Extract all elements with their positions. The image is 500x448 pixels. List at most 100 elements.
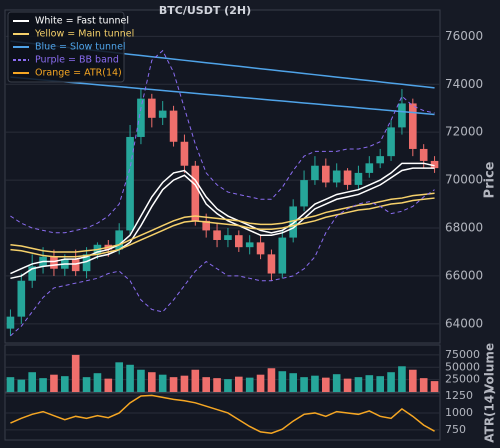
series-line <box>10 49 435 234</box>
legend: White = Fast tunnel Yellow = Main tunnel B… <box>7 11 134 83</box>
volume-bar <box>419 378 428 392</box>
volume-bar <box>278 371 287 392</box>
volume-bar <box>365 375 374 392</box>
y-tick-label: 750 <box>445 423 466 436</box>
y-tick-label: 70000 <box>445 173 483 187</box>
volume-bar <box>93 373 102 392</box>
volume-bar <box>289 373 297 392</box>
marks <box>6 40 439 435</box>
series-line <box>10 76 435 116</box>
candle-body <box>245 242 254 248</box>
candle-body <box>267 254 276 274</box>
volume-bar <box>224 379 232 392</box>
candle-body <box>354 172 363 185</box>
volume-bar <box>387 372 395 392</box>
candle-body <box>332 170 341 183</box>
candle-body <box>17 280 26 317</box>
candle-body <box>6 316 15 329</box>
candle-body <box>213 230 221 240</box>
y-tick-label: 75000 <box>445 348 480 361</box>
y-tick-label: 1250 <box>445 389 473 402</box>
volume-bar <box>300 377 308 392</box>
volume-bar <box>191 369 200 392</box>
legend-label: White = Fast tunnel <box>35 16 129 27</box>
volume-bar <box>17 379 26 392</box>
candle-body <box>82 254 91 272</box>
y-tick-label: 1000 <box>445 406 473 419</box>
candle-body <box>50 256 58 269</box>
volume-bar <box>343 378 352 392</box>
y-tick-label: 50000 <box>445 360 480 373</box>
candle-body <box>191 165 200 221</box>
candle-body <box>398 103 406 128</box>
volume-bar <box>398 366 406 392</box>
series-line <box>10 189 435 337</box>
legend-label: Blue = Slow tunnel <box>35 42 126 53</box>
candle-body <box>115 230 123 250</box>
candle-body <box>28 266 36 281</box>
legend-label: Purple = BB band <box>35 55 119 66</box>
volume-bar <box>202 377 210 392</box>
volume-panel <box>4 344 441 393</box>
volume-bar <box>39 378 47 392</box>
volume-bar <box>245 377 254 392</box>
volume-bar <box>126 364 134 392</box>
volume-bar <box>50 374 58 392</box>
volume-bar <box>376 376 384 392</box>
volume-bar <box>430 381 439 392</box>
candle-body <box>224 235 232 240</box>
y-tick-label: 64000 <box>445 316 483 330</box>
volume-bar <box>104 378 113 392</box>
candle-body <box>387 127 395 157</box>
candle-body <box>202 220 210 231</box>
candle-body <box>137 98 145 137</box>
y-tick-label: 66000 <box>445 268 483 282</box>
y-tick-label: 72000 <box>445 125 483 139</box>
volume-bar <box>267 368 276 392</box>
candle-body <box>365 163 374 173</box>
volume-bar <box>137 369 145 392</box>
volume-bar <box>61 376 69 392</box>
series-line <box>10 162 435 275</box>
candle-body <box>289 206 297 238</box>
volume-bar <box>28 372 36 392</box>
series-line <box>10 197 435 258</box>
volume-bar <box>115 362 123 392</box>
candle-body <box>278 237 287 274</box>
y-tick-label: 68000 <box>445 221 483 235</box>
y-tick-label: 25000 <box>445 373 480 386</box>
chart-title: BTC/USDT (2H) <box>159 4 251 17</box>
candle-body <box>180 141 189 166</box>
volume-bar <box>235 376 243 392</box>
volume-axis-label: Volume <box>483 343 497 393</box>
y-axis-label: Price <box>483 161 498 198</box>
volume-bar <box>6 377 15 392</box>
candle-body <box>235 235 243 248</box>
legend-label: Yellow = Main tunnel <box>34 29 134 40</box>
volume-bar <box>180 375 189 392</box>
series-line <box>10 394 435 435</box>
y-tick-label: 74000 <box>445 77 483 91</box>
candle-body <box>419 148 428 161</box>
candle-body <box>126 136 134 231</box>
candle-body <box>311 165 319 181</box>
volume-bar <box>169 377 178 392</box>
candle-body <box>148 98 156 118</box>
candle-body <box>430 160 439 169</box>
volume-bar <box>322 377 330 392</box>
atr-panel <box>4 392 441 441</box>
candle-body <box>71 259 80 272</box>
volume-bar <box>71 354 80 392</box>
candle-body <box>376 156 384 164</box>
volume-bar <box>311 375 319 392</box>
volume-bar <box>148 372 156 392</box>
volume-bar <box>82 377 91 392</box>
volume-bar <box>409 369 417 392</box>
volume-bar <box>256 374 265 392</box>
y-tick-label: 76000 <box>445 29 483 43</box>
atr-axis-label: ATR(14) <box>483 389 497 442</box>
candle-body <box>409 103 417 149</box>
candle-body <box>158 110 167 118</box>
candle-body <box>343 170 352 185</box>
candle-body <box>300 180 308 207</box>
